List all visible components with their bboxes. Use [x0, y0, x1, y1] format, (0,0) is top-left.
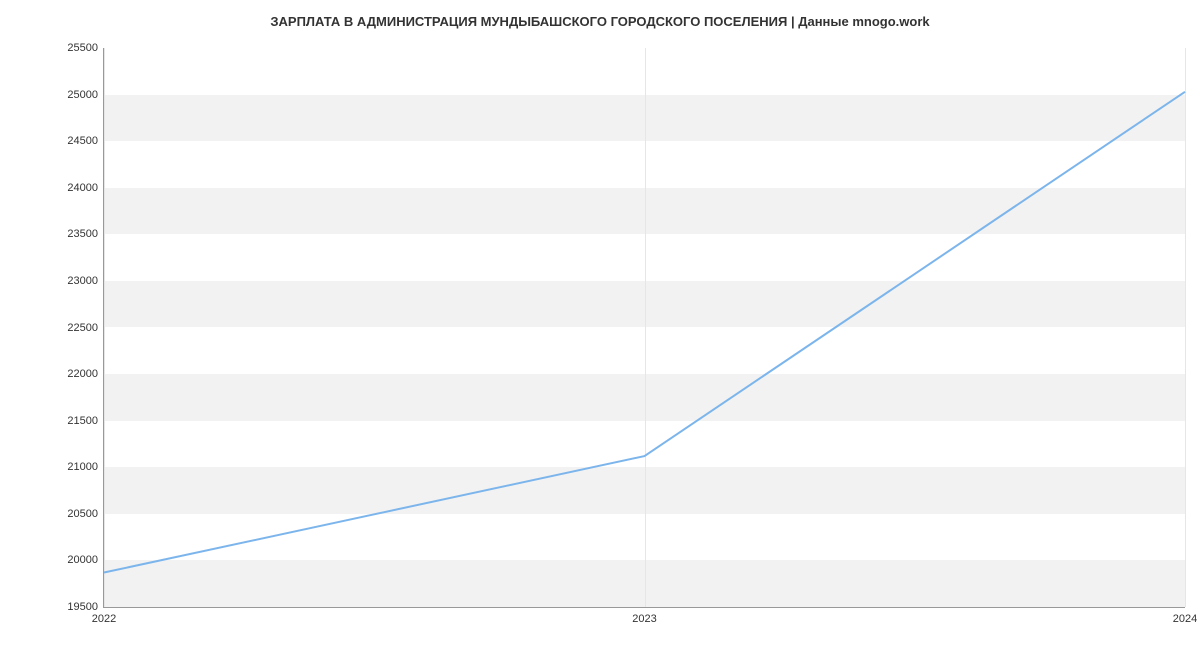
x-gridline — [1185, 48, 1186, 607]
y-tick-label: 25000 — [67, 89, 98, 101]
y-tick-label: 25500 — [67, 42, 98, 54]
y-tick-label: 21000 — [67, 461, 98, 473]
y-tick-label: 22500 — [67, 322, 98, 334]
y-tick-label: 22000 — [67, 368, 98, 380]
y-tick-label: 20000 — [67, 554, 98, 566]
y-tick-label: 24000 — [67, 182, 98, 194]
line-series — [104, 48, 1185, 607]
chart-title: ЗАРПЛАТА В АДМИНИСТРАЦИЯ МУНДЫБАШСКОГО Г… — [0, 0, 1200, 29]
x-tick-label: 2023 — [632, 613, 656, 625]
chart-plot-area: 1950020000205002100021500220002250023000… — [103, 48, 1185, 608]
y-tick-label: 20500 — [67, 508, 98, 520]
plot-background: 1950020000205002100021500220002250023000… — [103, 48, 1185, 608]
y-tick-label: 19500 — [67, 601, 98, 613]
y-tick-label: 23000 — [67, 275, 98, 287]
y-tick-label: 23500 — [67, 228, 98, 240]
y-tick-label: 21500 — [67, 415, 98, 427]
y-tick-label: 24500 — [67, 135, 98, 147]
x-tick-label: 2022 — [92, 613, 116, 625]
x-tick-label: 2024 — [1173, 613, 1197, 625]
